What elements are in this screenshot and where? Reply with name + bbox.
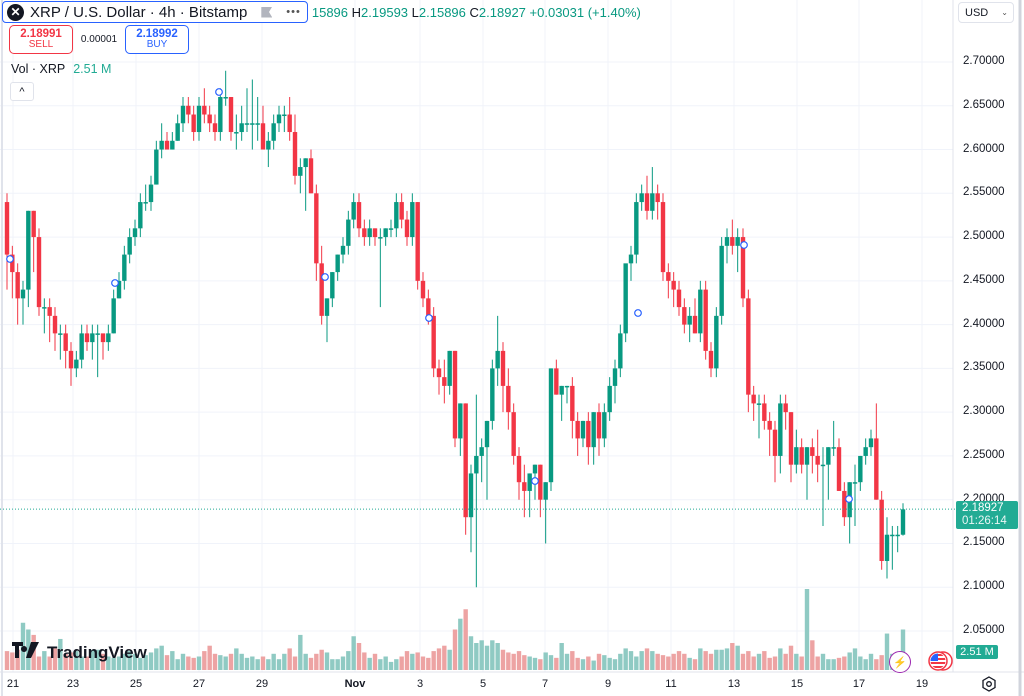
time-tick-label: 9 bbox=[604, 678, 612, 690]
volume-value: 2.51 M bbox=[73, 62, 112, 76]
time-tick-label: 3 bbox=[416, 678, 424, 690]
close-label: C bbox=[469, 4, 479, 20]
trade-buttons: 2.18991 SELL 0.00001 2.18992 BUY bbox=[9, 25, 189, 54]
ohlc-values: 15896 H2.19593 L2.15896 C2.18927 +0.0303… bbox=[312, 5, 641, 20]
sell-price: 2.18991 bbox=[20, 28, 62, 41]
time-tick-label: 15 bbox=[790, 678, 804, 690]
collapse-legend-button[interactable]: ^ bbox=[10, 82, 34, 101]
tradingview-logo[interactable]: TradingView bbox=[12, 642, 147, 664]
close-value: 2.18927 bbox=[478, 4, 526, 20]
price-tick-label: 2.10000 bbox=[963, 580, 1005, 593]
price-tick-label: 2.35000 bbox=[963, 361, 1005, 374]
chevron-down-icon: ⌄ bbox=[1001, 8, 1008, 17]
price-tick-label: 2.55000 bbox=[963, 186, 1005, 199]
price-tick-label: 2.40000 bbox=[963, 317, 1005, 330]
time-tick-label: 5 bbox=[479, 678, 487, 690]
buy-label: BUY bbox=[146, 39, 168, 51]
symbol-selector[interactable]: ✕ XRP / U.S. Dollar · 4h · Bitstamp ••• bbox=[2, 1, 308, 23]
currency-value: USD bbox=[965, 6, 989, 19]
time-tick-label: 19 bbox=[915, 678, 929, 690]
bar-countdown: 01:26:14 bbox=[962, 515, 1007, 527]
last-price-tag: 2.18927 01:26:14 bbox=[956, 501, 1018, 529]
low-value: 2.15896 bbox=[418, 4, 466, 20]
flag-icon[interactable] bbox=[261, 6, 273, 18]
price-tick-label: 2.45000 bbox=[963, 273, 1005, 286]
time-tick-label: 11 bbox=[665, 678, 677, 690]
tradingview-name: TradingView bbox=[47, 643, 147, 662]
xrp-logo-icon: ✕ bbox=[7, 3, 24, 21]
candlestick-series bbox=[4, 70, 906, 588]
volume-legend: Vol · XRP 2.51 M bbox=[11, 62, 111, 76]
price-tick-label: 2.05000 bbox=[963, 624, 1005, 636]
symbol-legend: ✕ XRP / U.S. Dollar · 4h · Bitstamp ••• … bbox=[2, 1, 641, 23]
volume-tag: 2.51 M bbox=[956, 645, 998, 659]
buy-button[interactable]: 2.18992 BUY bbox=[125, 25, 189, 54]
volume-label: Vol · XRP bbox=[11, 62, 66, 76]
time-tick-label: 13 bbox=[727, 678, 741, 690]
time-tick-label: 21 bbox=[6, 678, 20, 690]
chevron-up-icon: ^ bbox=[19, 85, 25, 98]
event-markers bbox=[6, 88, 853, 503]
price-tick-label: 2.65000 bbox=[963, 98, 1005, 111]
time-tick-label: 23 bbox=[66, 678, 80, 690]
spread-value: 0.00001 bbox=[80, 34, 118, 45]
time-tick-label: Nov bbox=[344, 678, 366, 690]
tradingview-mark-icon bbox=[12, 642, 42, 664]
low-label: L bbox=[411, 4, 419, 20]
time-tick-label: 27 bbox=[192, 678, 206, 690]
currency-select[interactable]: USD ⌄ bbox=[958, 2, 1014, 23]
time-tick-label: 7 bbox=[541, 678, 549, 690]
high-value: 2.19593 bbox=[361, 4, 409, 20]
time-tick-label: 25 bbox=[129, 678, 143, 690]
symbol-title: XRP / U.S. Dollar · 4h · Bitstamp bbox=[30, 3, 248, 21]
price-tick-label: 2.60000 bbox=[963, 142, 1005, 155]
open-value: 15896 bbox=[311, 4, 349, 20]
price-tick-label: 2.25000 bbox=[963, 448, 1005, 461]
price-tick-label: 2.50000 bbox=[963, 230, 1005, 243]
settings-icon[interactable] bbox=[981, 676, 997, 692]
last-price-value: 2.18927 bbox=[962, 502, 1004, 514]
more-icon[interactable]: ••• bbox=[286, 6, 301, 18]
us-flag-events-icon[interactable] bbox=[927, 651, 953, 671]
ai-assistant-icon[interactable]: ⚡ bbox=[889, 651, 911, 673]
buy-price: 2.18992 bbox=[136, 28, 178, 41]
price-tick-label: 2.30000 bbox=[963, 405, 1005, 418]
sell-label: SELL bbox=[28, 39, 54, 51]
time-tick-label: 29 bbox=[255, 678, 269, 690]
sell-button[interactable]: 2.18991 SELL bbox=[9, 25, 73, 54]
price-tick-label: 2.15000 bbox=[963, 536, 1005, 549]
high-label: H bbox=[351, 4, 362, 20]
time-tick-label: 17 bbox=[852, 678, 866, 690]
price-tick-label: 2.70000 bbox=[963, 55, 1005, 67]
change-value: +0.03031 (+1.40%) bbox=[529, 4, 641, 20]
